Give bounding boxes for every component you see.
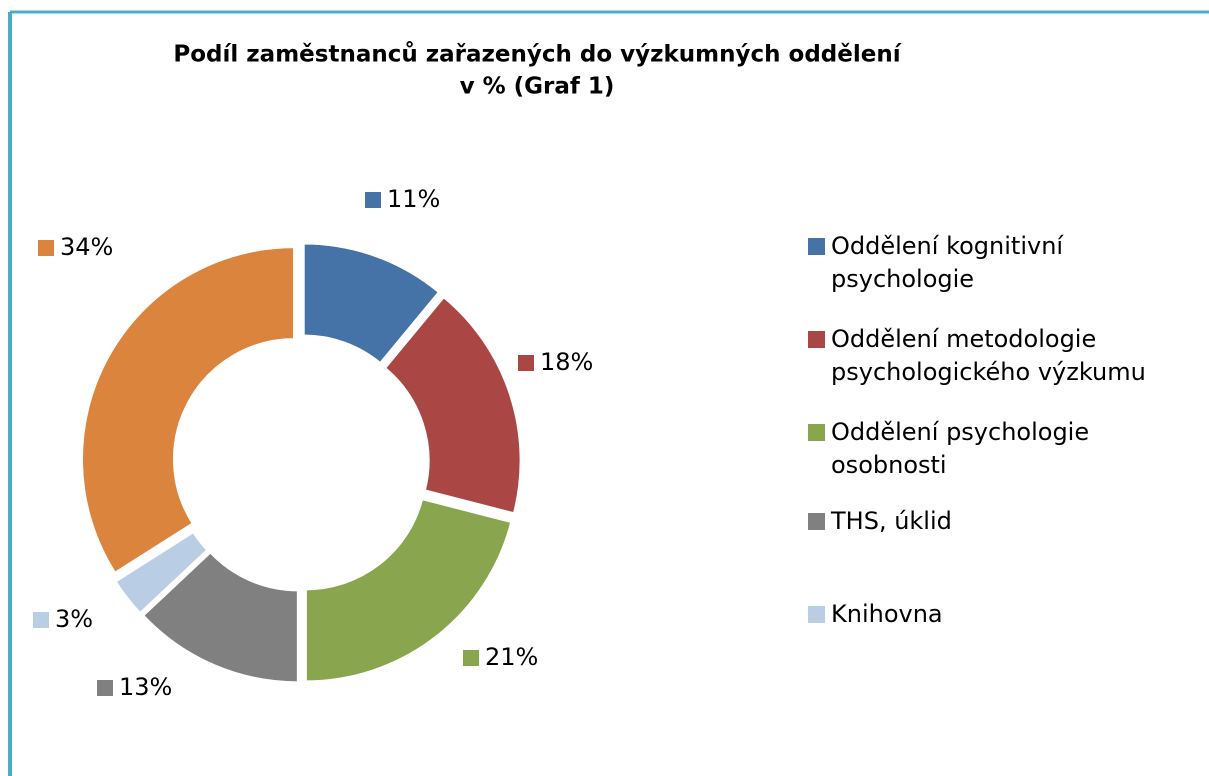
slice bbox=[302, 242, 441, 365]
chart-title: v % (Graf 1) bbox=[460, 74, 615, 100]
label-swatch bbox=[365, 192, 381, 208]
label-swatch bbox=[97, 680, 113, 696]
slice bbox=[114, 530, 209, 615]
legend-swatch bbox=[808, 606, 825, 623]
label-swatch bbox=[518, 355, 534, 371]
slice bbox=[383, 295, 522, 515]
legend-label: Oddělení metodologie psychologického výz… bbox=[831, 325, 1146, 386]
legend-swatch bbox=[808, 513, 825, 530]
data-label: 34% bbox=[60, 233, 113, 261]
legend-label: THS, úklid bbox=[831, 507, 952, 535]
slice bbox=[141, 551, 299, 684]
label-swatch bbox=[463, 650, 479, 666]
data-label: 3% bbox=[55, 605, 93, 633]
label-swatch bbox=[33, 612, 49, 628]
legend-item: Oddělení kognitivní psychologie bbox=[808, 230, 1178, 296]
legend-item: THS, úklid bbox=[808, 505, 1178, 538]
chart-title: Podíl zaměstnanců zařazených do výzkumný… bbox=[173, 41, 901, 68]
slice bbox=[80, 246, 295, 575]
legend-swatch bbox=[808, 238, 825, 255]
legend-label: Oddělení psychologie osobnosti bbox=[831, 418, 1090, 479]
data-label: 21% bbox=[485, 643, 538, 671]
legend-label: Knihovna bbox=[831, 600, 943, 628]
data-label: 11% bbox=[387, 185, 440, 213]
legend-item: Knihovna bbox=[808, 598, 1178, 631]
slice bbox=[304, 497, 513, 683]
legend-item: Oddělení psychologie osobnosti bbox=[808, 416, 1178, 482]
legend-swatch bbox=[808, 424, 825, 441]
data-label: 18% bbox=[540, 348, 593, 376]
legend-label: Oddělení kognitivní psychologie bbox=[831, 232, 1064, 293]
legend-item: Oddělení metodologie psychologického výz… bbox=[808, 323, 1178, 389]
label-swatch bbox=[38, 240, 54, 256]
legend-swatch bbox=[808, 331, 825, 348]
data-label: 13% bbox=[119, 673, 172, 701]
